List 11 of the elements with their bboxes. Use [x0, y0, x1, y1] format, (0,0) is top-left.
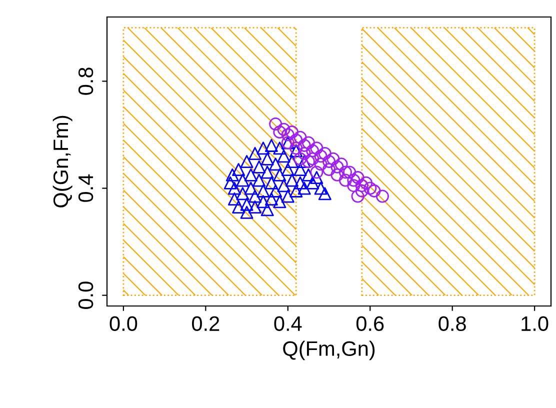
- y-axis-title: Q(Gn,Fm): [52, 116, 72, 208]
- x-tick-label: 0.8: [438, 316, 466, 332]
- x-tick-label: 0.4: [274, 316, 302, 332]
- y-tick-label: 0.8: [78, 68, 94, 95]
- x-tick-label: 1.0: [522, 316, 548, 332]
- y-tick-label: 0.4: [78, 174, 94, 202]
- x-axis-title: Q(Fm,Gn): [283, 340, 375, 360]
- x-tick-label: 0.6: [356, 316, 384, 332]
- x-tick-label: 0.0: [110, 316, 138, 332]
- y-tick-label: 0.0: [78, 282, 94, 309]
- x-tick-label: 0.2: [192, 316, 220, 332]
